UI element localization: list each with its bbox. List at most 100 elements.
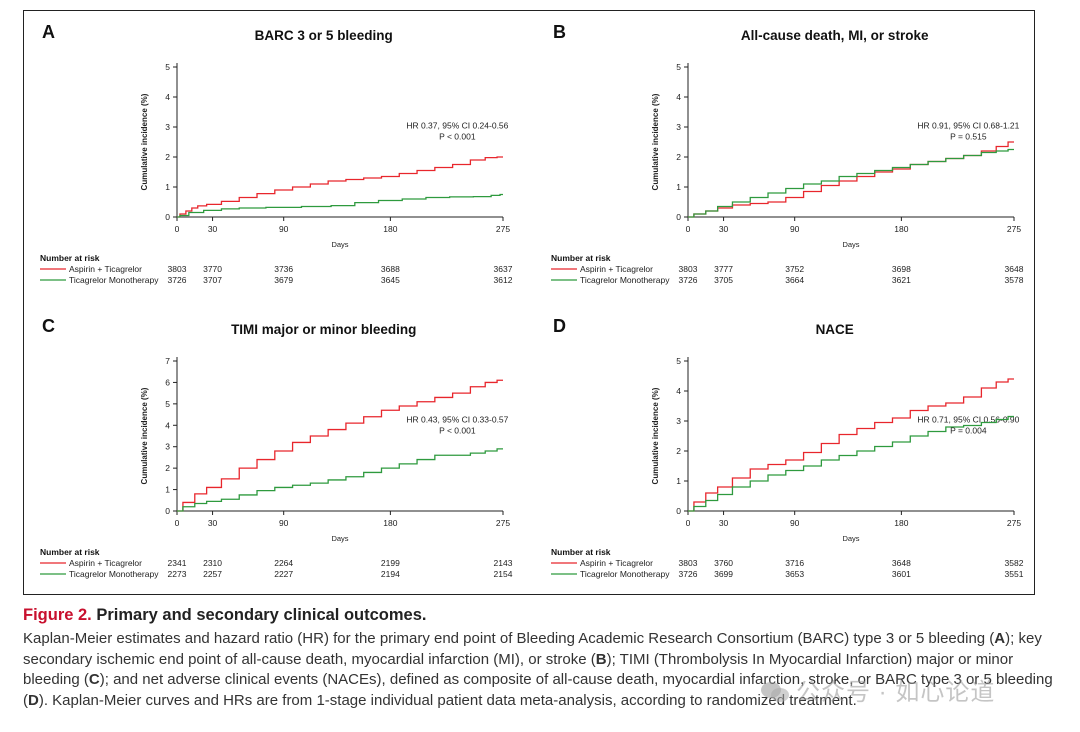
x-tick-label: 90 bbox=[790, 518, 800, 528]
risk-table-header: Number at risk bbox=[551, 547, 611, 557]
risk-count: 2227 bbox=[274, 569, 293, 579]
caption-body-part: ); TIMI (Thrombolysis In Myocardial Infa… bbox=[23, 650, 1014, 689]
risk-count: 2341 bbox=[168, 558, 187, 568]
risk-legend-label: Ticagrelor Monotherapy bbox=[69, 275, 159, 285]
series-line-aspirin-ticagrelor bbox=[688, 141, 1014, 218]
risk-count: 3726 bbox=[679, 275, 698, 285]
y-tick-label: 2 bbox=[676, 446, 681, 456]
x-tick-label: 90 bbox=[790, 224, 800, 234]
figure-frame: A BARC 3 or 5 bleeding 0 1 2 3 4 5 0 30 90 180 275 Da… bbox=[23, 10, 1035, 595]
y-tick-label: 4 bbox=[676, 386, 681, 396]
panel-title: TIMI major or minor bleeding bbox=[231, 322, 416, 337]
risk-count: 3637 bbox=[494, 264, 513, 274]
x-axis-label: Days bbox=[331, 534, 348, 543]
hr-annotation: HR 0.71, 95% CI 0.56-0.90 bbox=[917, 415, 1019, 425]
y-tick-label: 5 bbox=[165, 399, 170, 409]
risk-legend-label: Aspirin + Ticagrelor bbox=[69, 558, 142, 568]
x-tick-label: 90 bbox=[279, 518, 289, 528]
x-tick-label: 180 bbox=[383, 518, 397, 528]
y-tick-label: 5 bbox=[676, 356, 681, 366]
y-axis-label: Cumulative incidence (%) bbox=[651, 93, 660, 190]
risk-count: 2194 bbox=[381, 569, 400, 579]
x-tick-label: 275 bbox=[496, 224, 510, 234]
risk-count: 3803 bbox=[679, 264, 698, 274]
risk-count: 3803 bbox=[168, 264, 187, 274]
risk-legend-label: Ticagrelor Monotherapy bbox=[580, 275, 670, 285]
risk-count: 2264 bbox=[274, 558, 293, 568]
risk-count: 3648 bbox=[1005, 264, 1024, 274]
figure-caption: Figure 2. Primary and secondary clinical… bbox=[23, 604, 1053, 711]
y-tick-label: 0 bbox=[165, 506, 170, 516]
x-tick-label: 180 bbox=[894, 224, 908, 234]
x-tick-label: 90 bbox=[279, 224, 289, 234]
y-tick-label: 0 bbox=[676, 212, 681, 222]
risk-count: 3679 bbox=[274, 275, 293, 285]
x-axis-label: Days bbox=[331, 240, 348, 249]
y-tick-label: 0 bbox=[676, 506, 681, 516]
x-tick-label: 30 bbox=[719, 518, 729, 528]
risk-count: 3726 bbox=[679, 569, 698, 579]
x-tick-label: 30 bbox=[719, 224, 729, 234]
caption-body-part: ); key secondary ischemic end point of a… bbox=[23, 630, 1042, 668]
watermark: 公众号 · 如心论道 bbox=[760, 672, 995, 707]
caption-title-text: Primary and secondary clinical outcomes. bbox=[96, 606, 427, 624]
y-tick-label: 4 bbox=[165, 420, 170, 430]
risk-count: 2143 bbox=[494, 558, 513, 568]
panel-letter: D bbox=[553, 316, 566, 336]
risk-legend-label: Ticagrelor Monotherapy bbox=[69, 569, 159, 579]
x-tick-label: 275 bbox=[1007, 224, 1021, 234]
y-axis-label: Cumulative incidence (%) bbox=[651, 387, 660, 484]
panel-letter: A bbox=[42, 22, 55, 42]
x-tick-label: 0 bbox=[175, 224, 180, 234]
series-line-ticagrelor-monotherapy bbox=[688, 148, 1014, 218]
risk-count: 3716 bbox=[785, 558, 804, 568]
y-tick-label: 3 bbox=[165, 442, 170, 452]
risk-table-header: Number at risk bbox=[551, 253, 611, 263]
y-tick-label: 1 bbox=[165, 485, 170, 495]
risk-count: 3770 bbox=[203, 264, 222, 274]
risk-legend-label: Ticagrelor Monotherapy bbox=[580, 569, 670, 579]
risk-count: 3726 bbox=[168, 275, 187, 285]
caption-label: Figure 2. bbox=[23, 606, 92, 624]
p-value-annotation: P < 0.001 bbox=[439, 132, 476, 142]
series-line-aspirin-ticagrelor bbox=[177, 379, 503, 512]
p-value-annotation: P = 0.004 bbox=[950, 426, 987, 436]
series-line-ticagrelor-monotherapy bbox=[688, 415, 1014, 512]
risk-count: 3777 bbox=[714, 264, 733, 274]
y-tick-label: 2 bbox=[676, 152, 681, 162]
p-value-annotation: P < 0.001 bbox=[439, 426, 476, 436]
y-axis-label: Cumulative incidence (%) bbox=[140, 387, 149, 484]
x-axis-label: Days bbox=[842, 240, 859, 249]
panel-letter: C bbox=[42, 316, 55, 336]
risk-table-header: Number at risk bbox=[40, 547, 100, 557]
x-tick-label: 0 bbox=[175, 518, 180, 528]
risk-count: 3582 bbox=[1005, 558, 1024, 568]
y-tick-label: 2 bbox=[165, 152, 170, 162]
risk-count: 3705 bbox=[714, 275, 733, 285]
panel-a: A BARC 3 or 5 bleeding 0 1 2 3 4 5 0 30 90 180 275 Da… bbox=[40, 22, 513, 285]
risk-count: 3736 bbox=[274, 264, 293, 274]
x-axis-label: Days bbox=[842, 534, 859, 543]
risk-count: 3612 bbox=[494, 275, 513, 285]
x-tick-label: 180 bbox=[894, 518, 908, 528]
y-tick-label: 3 bbox=[676, 122, 681, 132]
x-tick-label: 30 bbox=[208, 518, 218, 528]
x-tick-label: 275 bbox=[1007, 518, 1021, 528]
risk-legend-label: Aspirin + Ticagrelor bbox=[580, 558, 653, 568]
panel-letter: B bbox=[553, 22, 566, 42]
y-tick-label: 1 bbox=[676, 182, 681, 192]
panel-title: All-cause death, MI, or stroke bbox=[741, 28, 929, 43]
risk-count: 3760 bbox=[714, 558, 733, 568]
risk-table-header: Number at risk bbox=[40, 253, 100, 263]
risk-count: 3653 bbox=[785, 569, 804, 579]
caption-body: Kaplan-Meier estimates and hazard ratio … bbox=[23, 629, 1053, 711]
x-tick-label: 275 bbox=[496, 518, 510, 528]
y-tick-label: 2 bbox=[165, 463, 170, 473]
risk-count: 2273 bbox=[168, 569, 187, 579]
caption-body-part: Kaplan-Meier estimates and hazard ratio … bbox=[23, 630, 995, 647]
panel-b: B All-cause death, MI, or stroke 0 1 2 3 4 5 0 30… bbox=[551, 22, 1024, 285]
caption-panel-ref: B bbox=[595, 650, 607, 668]
y-tick-label: 3 bbox=[165, 122, 170, 132]
caption-panel-ref: A bbox=[994, 630, 1006, 647]
